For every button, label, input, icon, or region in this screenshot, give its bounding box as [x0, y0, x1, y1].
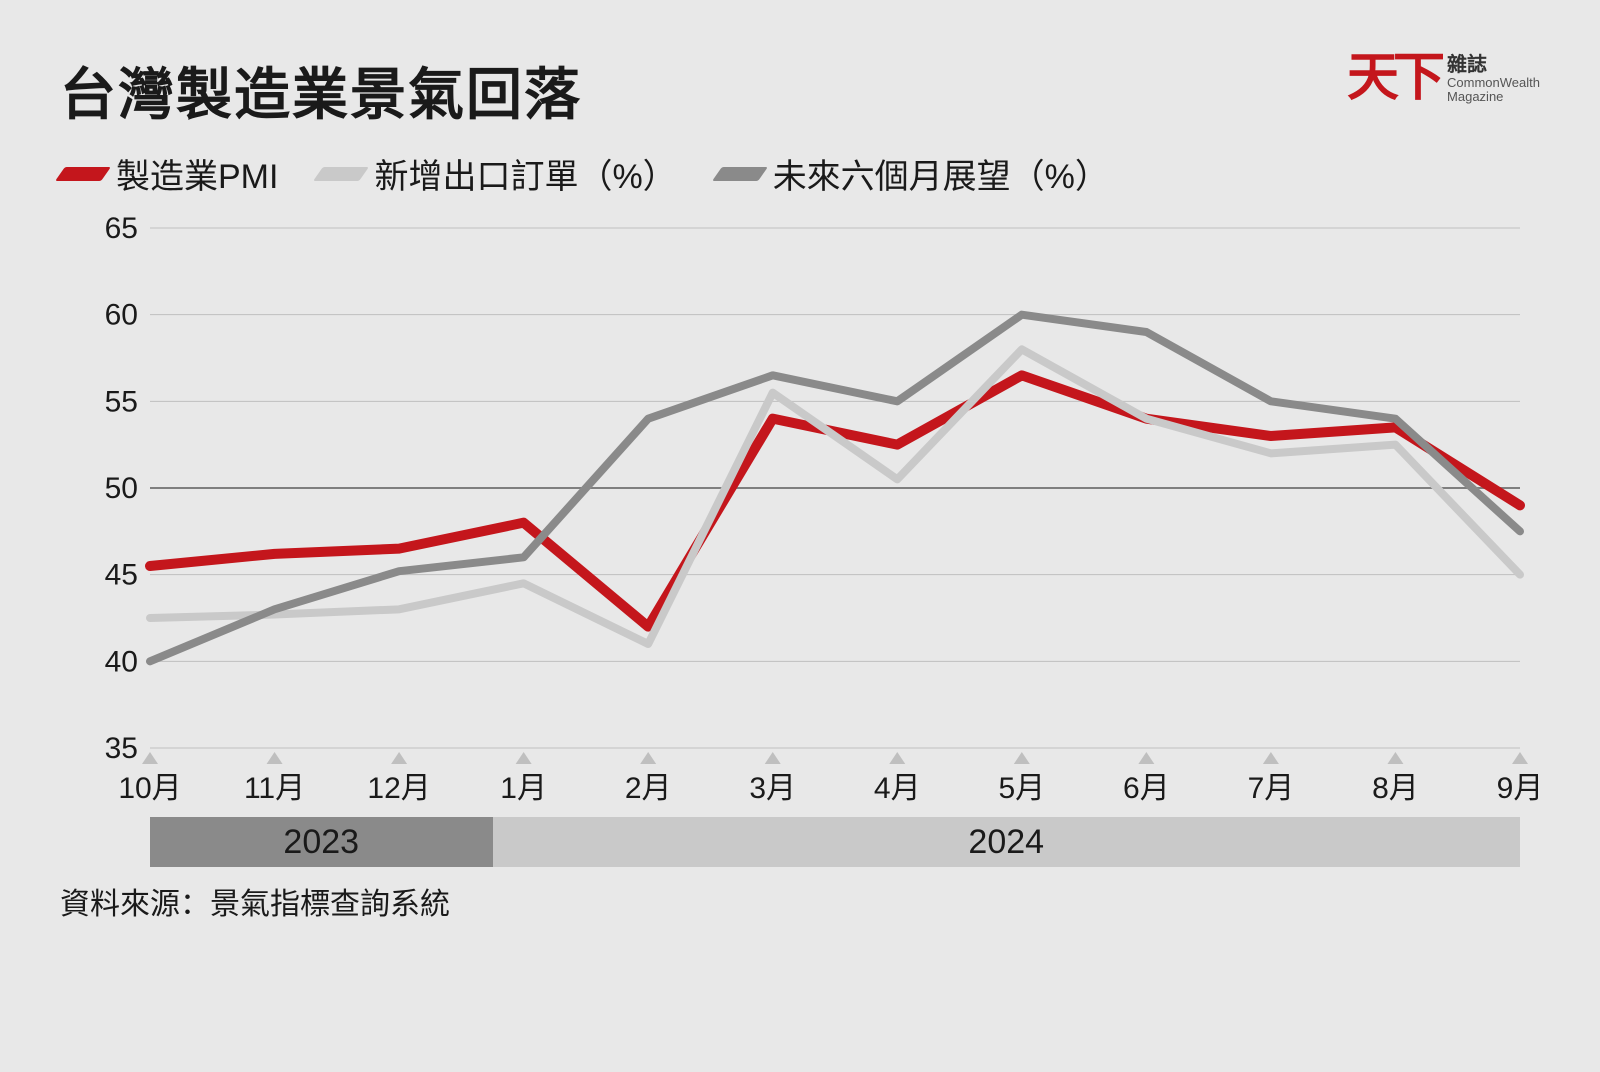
- x-tick-label: 10月: [118, 772, 181, 805]
- x-tick-label: 7月: [1248, 772, 1295, 805]
- legend-item: 製造業PMI: [60, 149, 278, 198]
- x-tick-label: 11月: [244, 772, 305, 805]
- svg-text:65: 65: [105, 212, 138, 245]
- legend-swatch: [314, 167, 370, 181]
- svg-text:35: 35: [105, 732, 138, 765]
- x-tick-marker: [267, 752, 283, 764]
- legend: 製造業PMI 新增出口訂單（%） 未來六個月展望（%）: [60, 149, 1540, 198]
- legend-label: 製造業PMI: [116, 149, 278, 198]
- year-segment: 2024: [493, 817, 1521, 867]
- x-tick-marker: [1387, 752, 1403, 764]
- x-tick-marker: [1138, 752, 1154, 764]
- logo-sub-en-1: CommonWealth: [1447, 76, 1540, 90]
- logo-sub-cn: 雜誌: [1447, 54, 1540, 76]
- x-tick-marker: [1263, 752, 1279, 764]
- series-line: [150, 349, 1520, 644]
- chart-title: 台灣製造業景氣回落: [60, 50, 582, 131]
- x-tick-marker: [640, 752, 656, 764]
- series-line: [150, 375, 1520, 626]
- svg-text:45: 45: [105, 559, 138, 592]
- legend-item: 新增出口訂單（%）: [318, 149, 676, 198]
- x-tick-marker: [1512, 752, 1528, 764]
- x-tick-label: 5月: [998, 772, 1045, 805]
- year-bar: 20232024: [150, 817, 1520, 867]
- legend-swatch: [712, 167, 768, 181]
- x-tick-marker: [142, 752, 158, 764]
- x-tick-label: 3月: [749, 772, 796, 805]
- x-tick-label: 9月: [1497, 772, 1540, 805]
- x-tick-marker: [1014, 752, 1030, 764]
- svg-text:40: 40: [105, 645, 138, 678]
- line-chart: 35 40 45 50 55 60 65 10月 11月 12月 1月 2月 3月 4月 5月 6月 7月 8月 9…: [60, 208, 1540, 867]
- legend-swatch: [55, 167, 111, 181]
- x-tick-label: 6月: [1123, 772, 1170, 805]
- x-tick-label: 2月: [625, 772, 672, 805]
- legend-label: 未來六個月展望（%）: [773, 149, 1109, 198]
- x-tick-marker: [889, 752, 905, 764]
- svg-text:55: 55: [105, 385, 138, 418]
- x-tick-marker: [765, 752, 781, 764]
- source-text: 資料來源：景氣指標查詢系統: [60, 879, 1540, 923]
- x-tick-label: 4月: [874, 772, 921, 805]
- x-tick-label: 8月: [1372, 772, 1419, 805]
- year-segment: 2023: [150, 817, 493, 867]
- legend-item: 未來六個月展望（%）: [717, 149, 1109, 198]
- legend-label: 新增出口訂單（%）: [374, 149, 676, 198]
- svg-text:60: 60: [105, 299, 138, 332]
- logo-main: 天下: [1347, 56, 1439, 103]
- logo-sub-en-2: Magazine: [1447, 90, 1540, 104]
- publisher-logo: 天下 雜誌 CommonWealth Magazine: [1347, 54, 1540, 105]
- x-tick-label: 1月: [500, 772, 547, 805]
- x-tick-label: 12月: [367, 772, 430, 805]
- x-tick-marker: [391, 752, 407, 764]
- x-tick-marker: [516, 752, 532, 764]
- svg-text:50: 50: [105, 472, 138, 505]
